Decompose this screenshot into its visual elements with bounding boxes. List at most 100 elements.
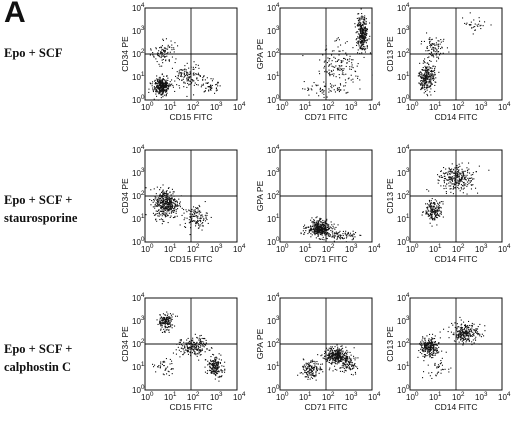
data-point bbox=[174, 42, 176, 44]
data-point bbox=[336, 238, 338, 240]
data-point bbox=[318, 228, 320, 230]
data-point bbox=[319, 87, 321, 89]
data-point bbox=[434, 44, 436, 46]
data-point bbox=[189, 348, 191, 350]
data-point bbox=[426, 75, 428, 77]
data-point bbox=[420, 348, 422, 350]
data-point bbox=[331, 363, 333, 365]
data-point bbox=[341, 237, 343, 239]
data-point bbox=[344, 361, 346, 363]
data-point bbox=[299, 372, 301, 374]
data-point bbox=[170, 198, 172, 200]
data-point bbox=[456, 182, 458, 184]
data-point bbox=[167, 370, 169, 372]
data-point bbox=[156, 61, 158, 63]
data-point bbox=[342, 238, 344, 240]
data-point bbox=[358, 13, 360, 15]
data-point bbox=[328, 356, 330, 358]
data-point bbox=[426, 207, 428, 209]
x-tick-label: 102 bbox=[452, 243, 465, 254]
data-point bbox=[155, 91, 157, 93]
data-point bbox=[215, 369, 217, 371]
data-point bbox=[457, 176, 459, 178]
data-point bbox=[428, 63, 430, 65]
data-point bbox=[471, 335, 473, 337]
data-point bbox=[329, 83, 331, 85]
data-point bbox=[321, 228, 323, 230]
data-point bbox=[179, 202, 181, 204]
data-point bbox=[424, 347, 426, 349]
data-point bbox=[155, 213, 157, 215]
data-point bbox=[341, 365, 343, 367]
data-point bbox=[475, 171, 477, 173]
x-tick-label: 101 bbox=[299, 243, 312, 254]
data-point bbox=[343, 352, 345, 354]
data-point bbox=[449, 177, 451, 179]
data-point bbox=[308, 230, 310, 232]
data-point bbox=[151, 83, 153, 85]
data-point bbox=[214, 357, 216, 359]
data-point bbox=[178, 343, 180, 345]
data-point bbox=[353, 233, 355, 235]
data-point bbox=[438, 210, 440, 212]
data-point bbox=[311, 229, 313, 231]
data-point bbox=[357, 49, 359, 51]
data-point bbox=[162, 90, 164, 92]
data-point bbox=[194, 352, 196, 354]
data-point bbox=[161, 215, 163, 217]
data-point bbox=[459, 173, 461, 175]
data-point bbox=[339, 360, 341, 362]
data-point bbox=[323, 229, 325, 231]
data-point bbox=[163, 212, 165, 214]
data-point bbox=[192, 350, 194, 352]
data-point bbox=[316, 232, 318, 234]
data-point bbox=[424, 84, 426, 86]
data-point bbox=[419, 83, 421, 85]
data-point bbox=[422, 343, 424, 345]
data-point bbox=[460, 186, 462, 188]
data-point bbox=[431, 43, 433, 45]
data-point bbox=[335, 360, 337, 362]
data-point bbox=[334, 241, 336, 243]
data-point bbox=[318, 225, 320, 227]
data-point bbox=[457, 338, 459, 340]
data-point bbox=[157, 323, 159, 325]
data-point bbox=[145, 187, 147, 189]
data-point bbox=[313, 369, 315, 371]
data-point bbox=[160, 207, 162, 209]
data-point bbox=[155, 87, 157, 89]
data-point bbox=[426, 68, 428, 70]
x-tick-label: 100 bbox=[276, 101, 289, 112]
data-point bbox=[162, 200, 164, 202]
data-point bbox=[198, 337, 200, 339]
y-tick-label: 104 bbox=[132, 2, 145, 13]
data-point bbox=[171, 198, 173, 200]
data-point bbox=[167, 214, 169, 216]
data-point bbox=[173, 211, 175, 213]
data-point bbox=[198, 352, 200, 354]
data-point bbox=[342, 350, 344, 352]
data-point bbox=[316, 228, 318, 230]
data-point bbox=[458, 170, 460, 172]
data-point bbox=[445, 192, 447, 194]
data-point bbox=[437, 202, 439, 204]
data-point bbox=[337, 346, 339, 348]
data-point bbox=[206, 219, 208, 221]
data-point bbox=[304, 376, 306, 378]
data-point bbox=[340, 353, 342, 355]
data-point bbox=[169, 326, 171, 328]
data-point bbox=[365, 20, 367, 22]
data-point bbox=[156, 319, 158, 321]
data-point bbox=[364, 19, 366, 21]
data-point bbox=[198, 343, 200, 345]
data-point bbox=[176, 84, 178, 86]
data-point bbox=[423, 81, 425, 83]
data-point bbox=[335, 65, 337, 67]
data-point bbox=[323, 221, 325, 223]
data-point bbox=[433, 206, 435, 208]
data-point bbox=[180, 72, 182, 74]
data-point bbox=[429, 73, 431, 75]
data-point bbox=[421, 75, 423, 77]
data-point bbox=[468, 332, 470, 334]
